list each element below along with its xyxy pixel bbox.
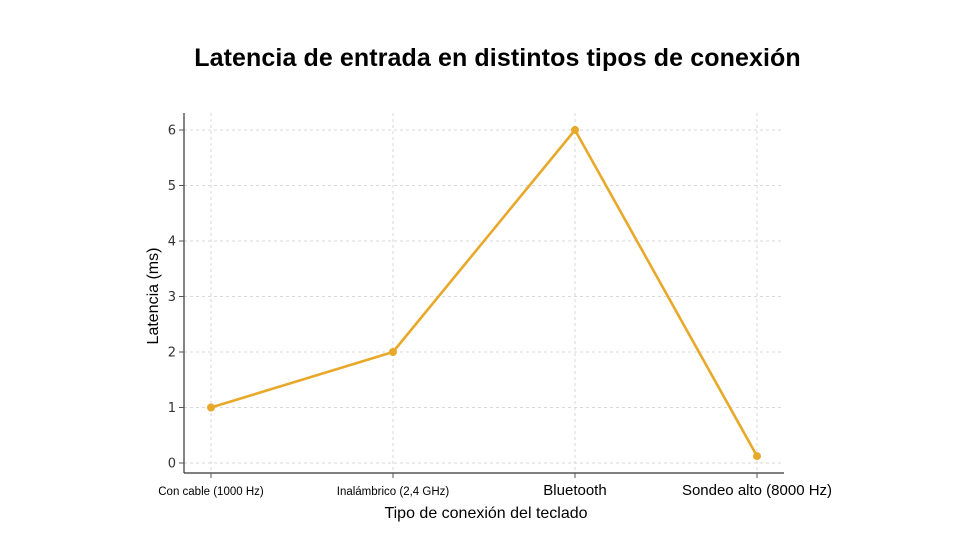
y-tick-label: 1 [168, 401, 176, 416]
y-tick-label: 0 [168, 457, 176, 472]
x-axis-ticks: Con cable (1000 Hz) Inalámbrico (2,4 GHz)… [158, 473, 832, 499]
grid-lines [184, 113, 784, 473]
y-tick-label: 2 [168, 346, 176, 361]
chart-title: Latencia de entrada en distintos tipos d… [194, 44, 801, 72]
series-latencia [207, 126, 761, 461]
x-axis-label: Tipo de conexión del teclado [384, 505, 587, 522]
y-axis-ticks: 0 1 2 3 4 5 6 [168, 124, 184, 472]
y-tick-label: 3 [168, 290, 176, 305]
y-tick-label: 5 [168, 179, 176, 194]
data-point [207, 403, 215, 412]
x-tick-label: Bluetooth [543, 482, 606, 499]
data-point [389, 348, 397, 356]
data-point [571, 126, 579, 134]
x-tick-label: Con cable (1000 Hz) [158, 486, 264, 498]
series-line [209, 128, 759, 458]
y-axis-label: Latencia (ms) [145, 248, 162, 345]
x-tick-label: Inalámbrico (2,4 GHz) [337, 486, 450, 498]
y-tick-label: 4 [168, 235, 176, 250]
y-tick-label: 6 [168, 124, 176, 139]
data-point [753, 452, 761, 461]
axes [183, 113, 784, 474]
x-tick-label: Sondeo alto (8000 Hz) [682, 482, 832, 499]
